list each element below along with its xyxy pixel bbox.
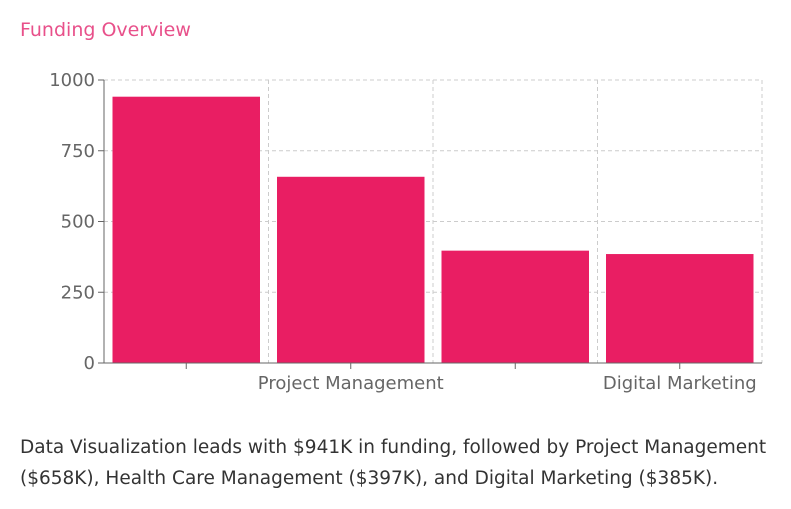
- x-tick-label: Project Management: [258, 373, 444, 394]
- x-tick-label: Digital Marketing: [603, 373, 757, 394]
- bar: [277, 176, 425, 363]
- bars: [112, 96, 754, 364]
- y-tick-label: 750: [61, 141, 95, 162]
- y-tick-label: 1000: [49, 70, 95, 91]
- bar: [606, 254, 754, 363]
- bar-chart: 0 250 500 750 1000 Project Management Digital…: [49, 70, 763, 394]
- y-tick-label: 500: [61, 212, 95, 233]
- x-ticks: Project Management Digital Marketing: [185, 363, 757, 394]
- chart-title: Funding Overview: [20, 19, 191, 41]
- y-tick-label: 250: [61, 282, 95, 303]
- y-tick-label: 0: [84, 353, 95, 374]
- y-ticks: 0 250 500 750 1000: [49, 70, 104, 374]
- chart-summary: Data Visualization leads with $941K in f…: [20, 437, 767, 489]
- bar: [112, 96, 260, 364]
- bar: [441, 250, 589, 363]
